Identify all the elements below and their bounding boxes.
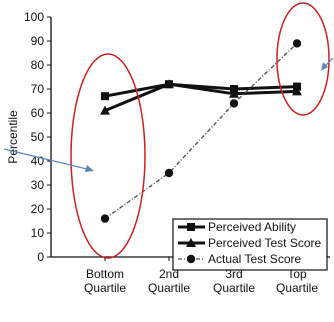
marker-triangle [186,238,196,247]
marker-circle [100,214,110,223]
series-actual-test-score [100,39,302,223]
x-tick-label: Quartile [148,281,190,295]
marker-triangle [229,88,239,98]
y-tick-label: 30 [31,178,45,192]
x-tick-label: Quartile [276,281,318,295]
marker-circle [292,39,302,48]
y-tick-label: 0 [37,250,44,264]
marker-triangle [100,105,110,115]
series-line [104,42,298,220]
x-tick-label: Quartile [84,281,126,295]
marker-square [101,92,109,101]
y-tick-label: 50 [31,130,45,144]
x-tick-label: Bottom [86,267,124,281]
arrow-line [3,148,92,171]
marker-circle [229,99,239,108]
annotation-ellipse [276,2,330,116]
y-tick-label: 20 [31,202,45,216]
legend-label: Perceived Test Score [208,236,321,250]
series-group [100,39,302,223]
marker-circle [186,254,196,264]
marker-circle [164,168,174,178]
legend-label: Actual Test Score [208,252,301,266]
x-tick-label: Quartile [213,281,255,295]
arrow-icon [321,57,334,71]
marker-triangle [292,86,302,96]
y-tick-label: 70 [31,82,45,96]
y-tick-label: 90 [31,34,45,48]
y-tick-label: 10 [31,226,45,240]
marker-triangle [164,79,174,89]
y-tick-label: 80 [31,58,45,72]
legend-label: Perceived Ability [208,220,296,234]
y-axis-title: Percentile [6,110,20,164]
arrow-icon [3,148,94,172]
series-perceived-test-score [100,79,302,115]
series-line [104,82,298,112]
y-tick-label: 100 [24,10,44,24]
annotation-ellipse [70,53,146,259]
legend: Perceived Ability Perceived Test Score Act… [172,218,328,271]
arrow-head [321,62,328,71]
annotation-overlay [3,2,334,259]
marker-square [187,223,195,231]
y-tick-label: 60 [31,106,45,120]
arrow-head [85,165,94,172]
